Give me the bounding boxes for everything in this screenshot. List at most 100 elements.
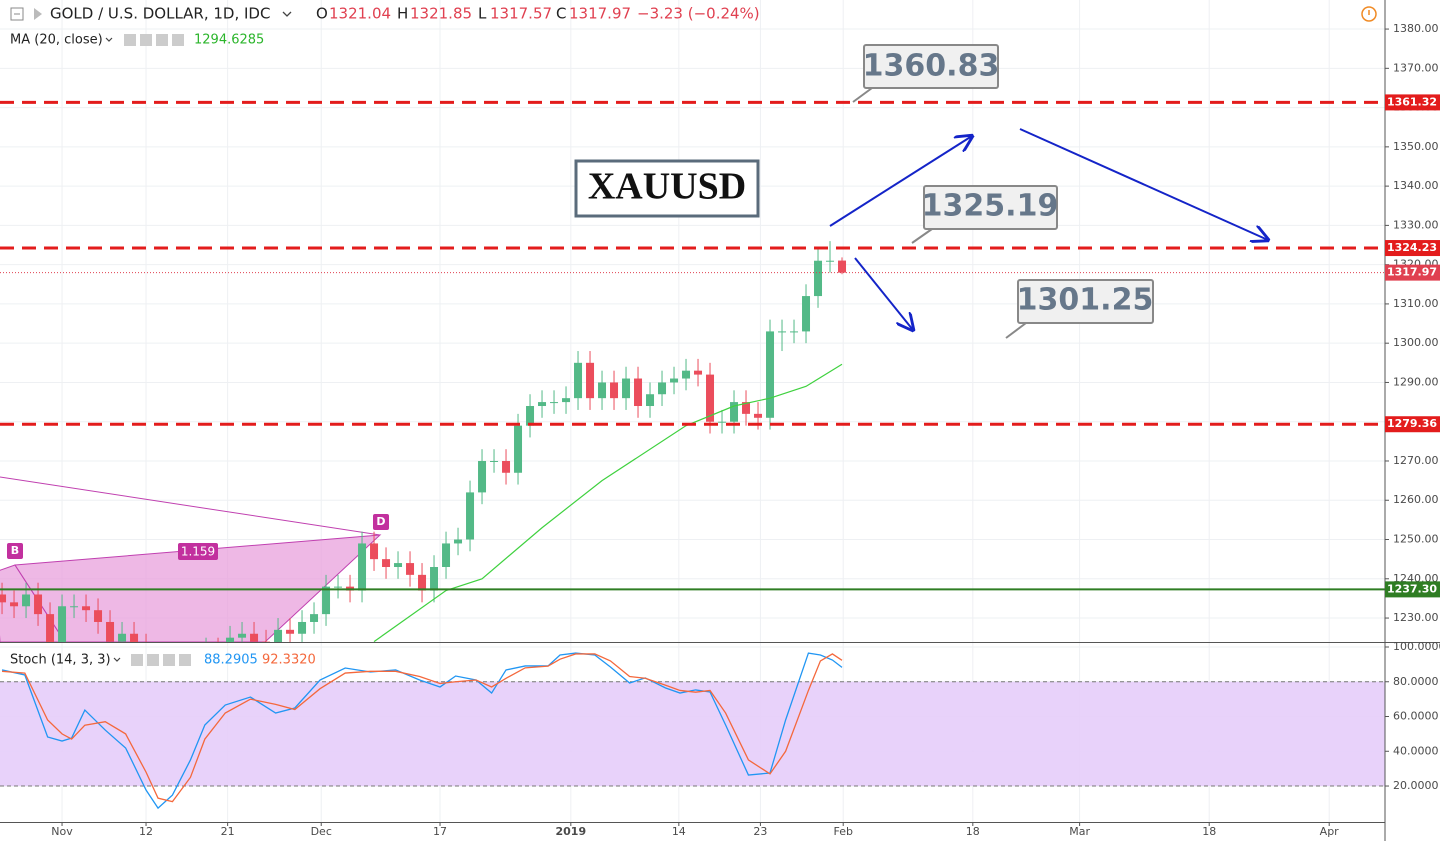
candle-body xyxy=(718,421,727,423)
candle-body xyxy=(430,567,439,591)
price-tag xyxy=(1385,264,1440,281)
icon[interactable] xyxy=(147,654,159,666)
candle-body xyxy=(10,602,19,607)
candle-body xyxy=(322,586,331,615)
y-tick-label: 1250.00 xyxy=(1393,533,1439,546)
title-box xyxy=(574,159,760,218)
x-tick-label: Feb xyxy=(833,825,852,838)
icon[interactable] xyxy=(156,34,168,46)
callout-pointer xyxy=(1005,322,1027,339)
candle-body xyxy=(826,260,835,262)
chevron[interactable] xyxy=(282,11,292,17)
candle-body xyxy=(670,378,679,383)
candle-body xyxy=(70,606,79,608)
icon[interactable] xyxy=(172,34,184,46)
icon[interactable] xyxy=(124,34,136,46)
candle-body xyxy=(370,543,379,560)
x-tick-label: 21 xyxy=(221,825,235,838)
candle-body xyxy=(106,621,115,642)
ohlc-key: H xyxy=(397,5,408,23)
candle-body xyxy=(0,594,7,603)
candle-body xyxy=(550,402,559,404)
stoch-label[interactable]: Stoch (14, 3, 3) xyxy=(10,653,111,668)
candle-body xyxy=(682,370,691,379)
y-tick-label: 1300.00 xyxy=(1393,336,1439,349)
y-tick-label: 1340.00 xyxy=(1393,179,1439,192)
candle-body xyxy=(418,574,427,591)
ohlc-value: 1317.97 xyxy=(569,5,631,23)
candle-body xyxy=(94,610,103,622)
icon[interactable] xyxy=(131,654,143,666)
candle-body xyxy=(310,614,319,622)
collapse-icon[interactable] xyxy=(10,7,24,21)
icon[interactable] xyxy=(179,654,191,666)
x-tick-label: 14 xyxy=(672,825,686,838)
price-tag-label: 1279.36 xyxy=(1387,417,1437,430)
candle-body xyxy=(574,362,583,399)
candle-body xyxy=(118,633,127,642)
y-tick-label: 80.0000 xyxy=(1393,675,1439,688)
price-tag xyxy=(1385,94,1440,111)
stoch-line xyxy=(1,653,843,803)
flag-icon xyxy=(34,8,42,20)
callout-pointer xyxy=(911,228,933,244)
stoch-line xyxy=(1,652,843,810)
y-tick-label: 1230.00 xyxy=(1393,611,1439,624)
pattern-ratio-box xyxy=(178,543,218,560)
candle-body xyxy=(298,621,307,634)
stoch-layer xyxy=(1,652,843,810)
candle-body xyxy=(658,382,667,395)
price-tag xyxy=(1385,416,1440,433)
candle-body xyxy=(706,374,715,422)
candle-body xyxy=(562,398,571,403)
x-tick-label: 17 xyxy=(433,825,447,838)
chevron[interactable] xyxy=(105,37,113,42)
x-tick-label: 18 xyxy=(966,825,980,838)
callout: 1360.83 xyxy=(863,49,1000,84)
candle-body xyxy=(802,296,811,332)
icon[interactable] xyxy=(140,34,152,46)
y-tick-label: 1290.00 xyxy=(1393,375,1439,388)
candle-body xyxy=(274,629,283,642)
candle-body xyxy=(646,394,655,407)
pattern-point-box xyxy=(373,514,389,530)
ma-label[interactable]: MA (20, close) xyxy=(10,33,103,48)
x-tick-label: Mar xyxy=(1069,825,1090,838)
y-tick-label: 1350.00 xyxy=(1393,140,1439,153)
candle-body xyxy=(286,629,295,634)
candle-body xyxy=(766,331,775,418)
candle-body xyxy=(226,637,235,642)
candle-body xyxy=(58,606,67,642)
candle-body xyxy=(442,543,451,568)
pattern-point-box xyxy=(7,543,23,559)
candle-body xyxy=(334,586,343,588)
x-tick-label: 2019 xyxy=(556,825,587,838)
ohlc-value: 1317.57 xyxy=(490,5,552,23)
y-tick-label: 60.0000 xyxy=(1393,710,1439,723)
ohlc-value: 1321.85 xyxy=(410,5,472,23)
ohlc-key: L xyxy=(478,5,487,23)
band-layer xyxy=(0,681,1385,787)
candle-body xyxy=(742,402,751,414)
icon[interactable] xyxy=(163,654,175,666)
candle-body xyxy=(250,633,259,642)
candle-body xyxy=(514,425,523,473)
candle-body xyxy=(406,563,415,575)
candle-body xyxy=(814,260,823,297)
stoch-band xyxy=(0,681,1385,787)
candle-body xyxy=(838,260,847,273)
chevron[interactable] xyxy=(113,657,121,662)
pattern-point: B xyxy=(11,544,19,557)
alert-icon[interactable] xyxy=(1361,6,1377,22)
x-tick-label: Apr xyxy=(1320,825,1340,838)
symbol[interactable]: GOLD / U.S. DOLLAR, 1D, IDC xyxy=(50,5,270,23)
price-tag xyxy=(1385,240,1440,257)
moving-average xyxy=(373,363,843,642)
price-tag-label: 1324.23 xyxy=(1387,241,1437,254)
candle-body xyxy=(490,460,499,462)
ohlc-value: 1321.04 xyxy=(329,5,391,23)
arrow xyxy=(829,136,972,227)
ohlc-key: O xyxy=(316,5,328,23)
header: GOLD / U.S. DOLLAR, 1D, IDC O 1321.04 H … xyxy=(10,5,1377,668)
